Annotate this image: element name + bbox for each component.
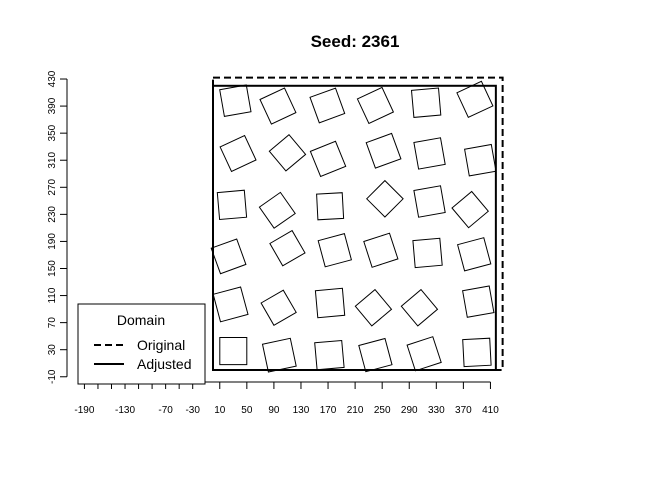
x-tick-label-50: 50 [241,405,253,416]
square-15 [317,232,353,268]
y-tick-label-190: 190 [47,233,58,250]
square-6 [462,337,492,368]
square-13 [210,238,247,275]
square-14 [269,229,306,267]
x-axis: -190 -130 -70 -30 10 50 90 130 170 210 250 290 330 37… [74,381,499,416]
y-axis: -10 30 70 110 150 190 230 270 310 350 390 430 [47,70,68,384]
x-tick-label--30: -30 [185,405,200,416]
square-30 [464,143,497,177]
legend-label-original: Original [137,337,185,353]
square-8 [260,289,297,326]
square-3 [314,339,345,371]
x-tick-label-330: 330 [428,405,445,416]
y-tick-label-70: 70 [47,317,58,329]
squares-layer [210,80,497,373]
square-4 [358,337,393,373]
legend: Domain Original Adjusted [77,303,206,385]
legend-label-adjusted: Adjusted [137,356,191,372]
x-tick-label-130: 130 [293,405,310,416]
square-32 [259,87,297,125]
square-9 [314,287,346,319]
square-16 [363,232,399,268]
y-tick-label-150: 150 [47,260,58,277]
square-20 [258,191,296,229]
square-25 [219,134,257,173]
square-18 [456,237,492,272]
square-23 [413,185,446,218]
square-2 [261,337,297,373]
y-tick-label-350: 350 [47,124,58,141]
x-tick-label--130: -130 [115,405,135,416]
square-5 [406,336,442,372]
square-7 [212,286,249,323]
square-12 [462,285,495,318]
chart-title: Seed: 2361 [311,32,400,51]
square-29 [413,137,446,170]
x-tick-label-370: 370 [455,405,472,416]
x-tick-label-410: 410 [482,405,499,416]
square-19 [216,189,248,221]
square-11 [400,288,439,327]
x-tick-label-290: 290 [401,405,418,416]
x-tick-label-10: 10 [214,405,226,416]
y-tick-label--10: -10 [47,369,58,384]
y-tick-label-430: 430 [47,70,58,87]
legend-title: Domain [117,312,165,328]
y-tick-label-110: 110 [47,287,58,303]
square-31 [219,84,252,117]
x-tick-label-90: 90 [268,405,280,416]
y-tick-label-270: 270 [47,179,58,196]
square-21 [316,192,345,221]
square-33 [309,87,346,124]
y-tick-label-230: 230 [47,206,58,223]
x-tick-label-210: 210 [347,405,364,416]
y-tick-label-30: 30 [47,344,58,356]
x-tick-label--70: -70 [158,405,173,416]
x-tick-label-250: 250 [374,405,391,416]
x-tick-label-170: 170 [320,405,337,416]
square-35 [410,87,442,118]
square-1 [219,337,248,366]
square-28 [365,132,402,169]
x-tick-label--190: -190 [74,405,94,416]
square-24 [451,190,490,229]
domain-original [212,76,504,372]
square-22 [365,179,404,218]
y-tick-label-310: 310 [47,151,58,168]
square-10 [354,288,393,327]
square-27 [309,140,347,178]
square-34 [356,86,395,125]
square-17 [412,237,443,269]
square-26 [268,133,307,172]
domains-layer [212,76,504,372]
domain-adjusted [212,84,497,371]
y-tick-label-390: 390 [47,97,58,114]
